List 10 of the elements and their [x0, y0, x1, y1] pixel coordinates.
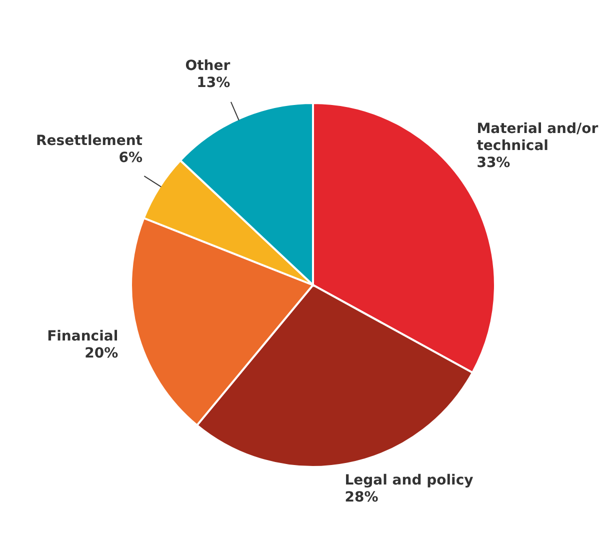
slice-label: Resettlement [36, 132, 143, 149]
data-label: 6% [118, 150, 143, 166]
data-label: 20% [84, 346, 118, 362]
slice-label: Financial [47, 328, 118, 345]
slice-label: Other [185, 58, 230, 74]
data-label: 33% [476, 155, 510, 172]
slice-label: Material and/or technical [476, 121, 598, 154]
slice-label: Legal and policy [344, 472, 474, 489]
data-label: 13% [196, 75, 230, 92]
data-label: 28% [344, 490, 378, 506]
